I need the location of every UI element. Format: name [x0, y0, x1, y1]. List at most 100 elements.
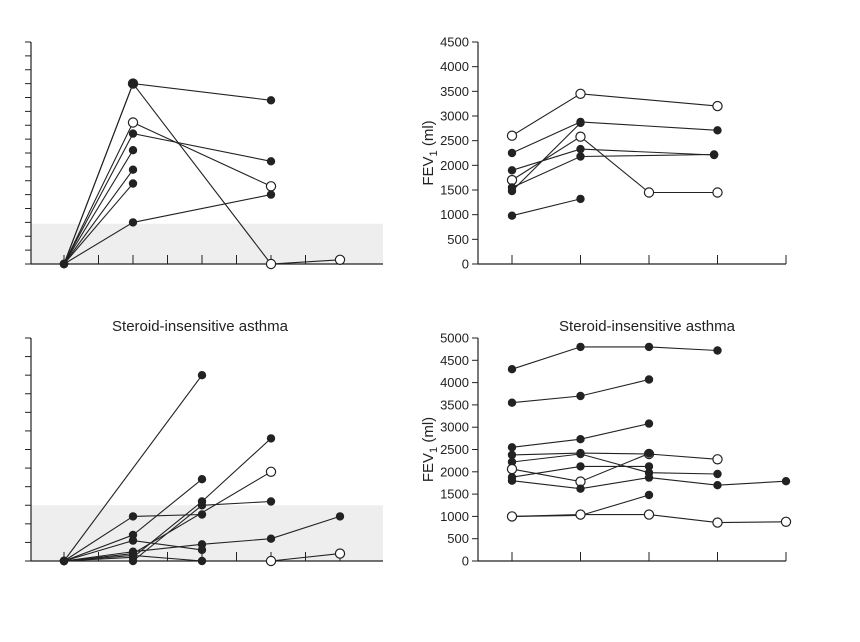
filled-point — [266, 434, 276, 443]
filled-point — [644, 473, 654, 482]
filled-point — [197, 556, 207, 566]
open-point — [575, 88, 586, 100]
top-left-panel — [25, 41, 383, 270]
filled-point — [644, 375, 654, 384]
y-tick-label: 4500 — [440, 35, 469, 50]
y-tick-label: 1500 — [440, 183, 469, 198]
series-line — [511, 453, 718, 475]
filled-point — [507, 166, 517, 175]
series-line — [511, 346, 718, 370]
filled-point — [507, 398, 517, 407]
y-tick-label: 3500 — [440, 397, 469, 412]
filled-point — [507, 365, 517, 374]
filled-point — [713, 126, 722, 135]
filled-point — [644, 449, 654, 458]
y-tick-label: 3000 — [440, 109, 469, 124]
y-tick-label: 2000 — [440, 464, 469, 479]
open-point — [780, 516, 792, 528]
filled-point — [197, 540, 207, 549]
open-point — [265, 181, 277, 192]
filled-point — [266, 497, 276, 506]
y-tick-label: 4000 — [440, 375, 469, 390]
y-tick-label: 3500 — [440, 84, 469, 99]
open-point — [506, 511, 518, 522]
open-point — [265, 555, 277, 567]
reference-band — [31, 223, 383, 264]
filled-point — [197, 510, 207, 519]
y-tick-label: 0 — [462, 554, 469, 569]
filled-point — [576, 194, 585, 204]
y-axis-label: FEV1 (ml) — [420, 417, 440, 482]
filled-point — [709, 150, 719, 159]
open-point — [265, 466, 277, 477]
panel-title: Steroid-insensitive asthma — [559, 318, 736, 335]
open-point — [643, 187, 655, 198]
filled-point — [576, 449, 585, 459]
filled-point — [713, 469, 722, 479]
filled-point — [266, 190, 276, 199]
series-line — [511, 93, 718, 137]
top-right-panel: 0 500 1000 1500 2000 2500 3000 3500 4000 4500 FEV1… — [420, 35, 787, 272]
filled-point — [507, 450, 517, 460]
y-tick-label: 2500 — [440, 133, 469, 148]
series-line — [511, 136, 718, 194]
y-tick-label: 2000 — [440, 158, 469, 173]
filled-point — [576, 462, 585, 471]
y-tick-label: 1000 — [440, 207, 469, 222]
filled-point — [128, 79, 138, 88]
filled-point — [576, 342, 585, 352]
filled-point — [644, 342, 654, 352]
y-tick-label: 5000 — [440, 331, 469, 346]
filled-point — [128, 551, 138, 560]
y-tick-label: 1000 — [440, 509, 469, 524]
filled-point — [576, 391, 585, 401]
filled-point — [128, 512, 138, 521]
open-point — [506, 463, 518, 475]
filled-point — [644, 462, 654, 471]
filled-point — [197, 475, 207, 484]
series-line — [511, 122, 581, 192]
filled-point — [507, 186, 517, 196]
series-line — [511, 148, 715, 171]
filled-point — [266, 96, 276, 105]
filled-point — [266, 157, 276, 166]
y-axis-label: FEV1 (ml) — [420, 120, 440, 185]
filled-point — [128, 129, 138, 138]
filled-point — [266, 534, 276, 543]
y-tick-label: 2500 — [440, 442, 469, 457]
open-point — [334, 548, 346, 559]
series-line — [63, 374, 203, 562]
y-tick-label: 500 — [447, 531, 469, 546]
open-point — [712, 517, 723, 528]
series-line — [63, 169, 134, 265]
open-point — [506, 130, 518, 141]
filled-point — [128, 179, 138, 188]
series-line — [511, 452, 718, 460]
series-line — [511, 121, 718, 154]
open-point — [643, 509, 655, 520]
filled-point — [576, 144, 585, 154]
filled-point — [128, 536, 138, 545]
y-tick-label: 1500 — [440, 487, 469, 502]
filled-point — [197, 501, 207, 510]
y-tick-label: 4500 — [440, 353, 469, 368]
filled-point — [576, 484, 585, 493]
filled-point — [59, 556, 69, 566]
y-tick-label: 0 — [462, 257, 469, 272]
series-line — [511, 198, 581, 217]
filled-point — [507, 148, 517, 158]
reference-band — [31, 505, 383, 561]
open-point — [712, 454, 723, 465]
bottom-right-panel: 0 500 1000 1500 2000 2500 3000 3500 4000 4500 5000… — [420, 318, 792, 569]
filled-point — [128, 218, 138, 227]
filled-point — [781, 477, 791, 486]
filled-point — [576, 435, 585, 444]
series-line — [63, 149, 134, 265]
panel-title: Steroid-insensitive asthma — [112, 318, 289, 335]
filled-point — [576, 118, 585, 128]
open-point — [575, 131, 586, 142]
filled-point — [507, 443, 517, 452]
y-tick-label: 4000 — [440, 59, 469, 74]
filled-point — [507, 476, 517, 485]
